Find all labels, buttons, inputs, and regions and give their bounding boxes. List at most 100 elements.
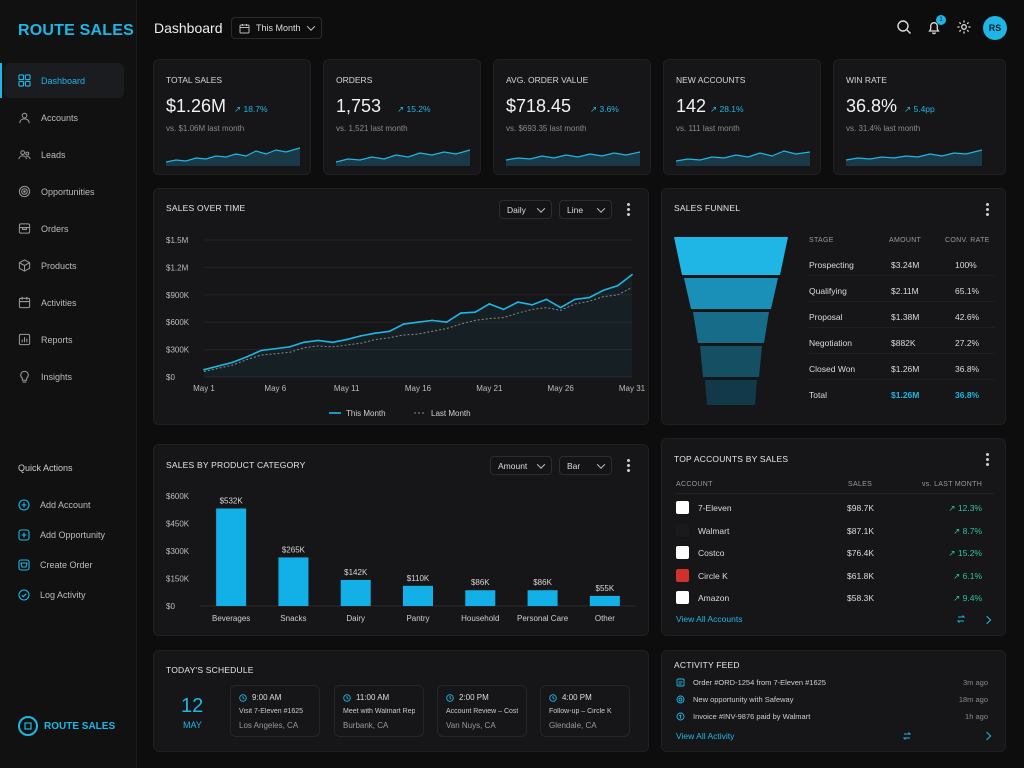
sidebar-item-opportunities[interactable]: Opportunities bbox=[4, 174, 124, 209]
legend-label-last-month: Last Month bbox=[431, 409, 471, 418]
footer-logo: ROUTE SALES bbox=[18, 716, 115, 736]
funnel-stage: Prospecting bbox=[809, 260, 854, 270]
sidebar-item-insights[interactable]: Insights bbox=[4, 359, 124, 394]
data-point bbox=[431, 319, 434, 322]
this-month-area bbox=[204, 274, 632, 377]
account-sales: $98.7K bbox=[847, 503, 874, 513]
event-location: Burbank, CA bbox=[343, 721, 389, 730]
kpi-value: 1,753 bbox=[336, 96, 382, 116]
gear-icon[interactable] bbox=[956, 19, 972, 35]
granularity-dropdown[interactable]: Daily bbox=[499, 200, 552, 219]
funnel-stage-prospecting bbox=[674, 237, 788, 275]
users-icon bbox=[19, 112, 30, 124]
sales-by-category-card: SALES BY PRODUCT CATEGORY Amount Bar $0 $… bbox=[153, 444, 649, 636]
y-tick-label: $450K bbox=[166, 520, 190, 529]
sync-icon[interactable] bbox=[902, 731, 912, 741]
table-row[interactable]: Costco $76.4K ↗ 15.2% bbox=[676, 544, 994, 562]
view-all-activity-link[interactable]: View All Activity bbox=[676, 731, 735, 741]
add-account-action[interactable]: Add Account bbox=[18, 490, 105, 520]
funnel-conv-rate: 27.2% bbox=[955, 338, 980, 348]
row-divider bbox=[809, 379, 994, 380]
metric-dropdown[interactable]: Amount bbox=[490, 456, 552, 475]
schedule-event-0[interactable]: 9:00 AM Visit 7-Eleven #1625 Los Angeles… bbox=[230, 685, 320, 737]
x-tick-label: Dairy bbox=[346, 614, 365, 623]
sidebar-item-leads[interactable]: Leads bbox=[4, 137, 124, 172]
data-point bbox=[559, 306, 562, 309]
more-options-icon[interactable] bbox=[627, 203, 630, 216]
more-options-icon[interactable] bbox=[627, 459, 630, 472]
schedule-event-3[interactable]: 4:00 PM Follow-up – Circle K Glendale, C… bbox=[540, 685, 630, 737]
bar-type-dropdown[interactable]: Bar bbox=[559, 456, 612, 475]
view-all-accounts-link[interactable]: View All Accounts bbox=[676, 614, 743, 624]
kpi-label: TOTAL SALES bbox=[166, 75, 223, 85]
account-change: ↗ 12.3% bbox=[948, 503, 982, 513]
calendar-icon bbox=[239, 23, 250, 33]
account-logo-icon bbox=[676, 501, 689, 514]
funnel-stage: Proposal bbox=[809, 312, 843, 322]
chevron-right-icon[interactable] bbox=[982, 731, 992, 741]
kpi-new-accounts[interactable]: NEW ACCOUNTS 142 ↗ 28.1% vs. 111 last mo… bbox=[663, 59, 821, 175]
kpi-compare: vs. $693.35 last month bbox=[506, 124, 587, 133]
x-tick-label: May 1 bbox=[193, 384, 215, 393]
chevron-right-icon[interactable] bbox=[982, 615, 992, 625]
add-opportunity-action[interactable]: Add Opportunity bbox=[18, 520, 105, 550]
data-point bbox=[203, 368, 205, 371]
account-sales: $87.1K bbox=[847, 525, 874, 536]
table-row[interactable]: 7-Eleven $98.7K ↗ 12.3% bbox=[676, 499, 994, 517]
order-icon bbox=[676, 678, 685, 687]
x-tick-label: May 16 bbox=[405, 384, 432, 393]
activity-feed-card: ACTIVITY FEED Order #ORD-1254 from 7-Ele… bbox=[661, 650, 1006, 752]
quick-action-label: Add Opportunity bbox=[40, 530, 106, 540]
x-tick-label: May 11 bbox=[334, 384, 360, 393]
check-circle-icon bbox=[18, 589, 30, 601]
sidebar-item-label: Products bbox=[41, 260, 77, 271]
schedule-day: 12 bbox=[181, 695, 204, 717]
clock-icon bbox=[446, 693, 454, 702]
kpi-win-rate[interactable]: WIN RATE 36.8% ↗ 5.4pp vs. 31.4% last mo… bbox=[833, 59, 1006, 175]
bar-data-label: $142K bbox=[344, 568, 368, 577]
sidebar-item-activities[interactable]: Activities bbox=[4, 285, 124, 320]
schedule-event-2[interactable]: 2:00 PM Account Review – Costco Van Nuys… bbox=[437, 685, 527, 737]
table-row[interactable]: Walmart $87.1K ↗ 8.7% bbox=[676, 522, 994, 540]
dropdown-value: Daily bbox=[507, 204, 526, 215]
table-row[interactable]: Amazon $58.3K ↗ 9.4% bbox=[676, 589, 994, 607]
create-order-action[interactable]: Create Order bbox=[18, 550, 105, 580]
refresh-icon[interactable] bbox=[956, 614, 966, 624]
activity-item[interactable]: New opportunity with Safeway 18m ago bbox=[676, 695, 988, 704]
data-point bbox=[360, 335, 362, 337]
sidebar-item-label: Opportunities bbox=[41, 186, 95, 197]
brand-logo[interactable]: ROUTE SALES bbox=[18, 22, 134, 39]
sidebar-item-reports[interactable]: Reports bbox=[4, 322, 124, 357]
bar-beverages bbox=[216, 508, 247, 606]
kpi-orders[interactable]: ORDERS 1,753 ↗ 15.2% vs. 1,521 last mont… bbox=[323, 59, 481, 175]
more-options-icon[interactable] bbox=[986, 203, 989, 216]
account-name: Amazon bbox=[698, 593, 730, 603]
event-location: Los Angeles, CA bbox=[239, 721, 299, 730]
data-point bbox=[602, 289, 605, 292]
chart-type-dropdown[interactable]: Line bbox=[559, 200, 612, 219]
avatar[interactable]: RS bbox=[983, 16, 1007, 40]
schedule-event-1[interactable]: 11:00 AM Meet with Walmart Rep Burbank, … bbox=[334, 685, 424, 737]
bell-icon[interactable] bbox=[926, 19, 942, 35]
logo-mark-icon bbox=[18, 716, 38, 736]
bar-data-label: $86K bbox=[533, 578, 552, 587]
kpi-avg-order-value[interactable]: AVG. ORDER VALUE $718.45 ↗ 3.6% vs. $693… bbox=[493, 59, 651, 175]
kpi-value: $1.26M bbox=[166, 96, 227, 116]
funnel-amount: $3.24M bbox=[891, 260, 920, 270]
search-icon[interactable] bbox=[896, 19, 912, 35]
log-activity-action[interactable]: Log Activity bbox=[18, 580, 105, 610]
activity-item[interactable]: Order #ORD-1254 from 7-Eleven #1625 3m a… bbox=[676, 678, 988, 687]
activity-item[interactable]: Invoice #INV-9876 paid by Walmart 1h ago bbox=[676, 712, 988, 721]
data-point bbox=[574, 298, 576, 301]
sidebar-item-orders[interactable]: Orders bbox=[4, 211, 124, 246]
period-selector[interactable]: This Month bbox=[231, 17, 322, 39]
sidebar-item-dashboard[interactable]: Dashboard bbox=[0, 63, 124, 98]
x-tick-label: Other bbox=[595, 614, 615, 623]
sidebar-item-accounts[interactable]: Accounts bbox=[4, 100, 124, 135]
table-row[interactable]: Circle K $61.8K ↗ 6.1% bbox=[676, 567, 994, 585]
more-options-icon[interactable] bbox=[986, 453, 989, 466]
sidebar-item-products[interactable]: Products bbox=[4, 248, 124, 283]
kpi-label: AVG. ORDER VALUE bbox=[506, 75, 589, 85]
funnel-stage-closed-won bbox=[705, 380, 757, 405]
kpi-total-sales[interactable]: TOTAL SALES $1.26M ↗ 18.7% vs. $1.06M la… bbox=[153, 59, 311, 175]
